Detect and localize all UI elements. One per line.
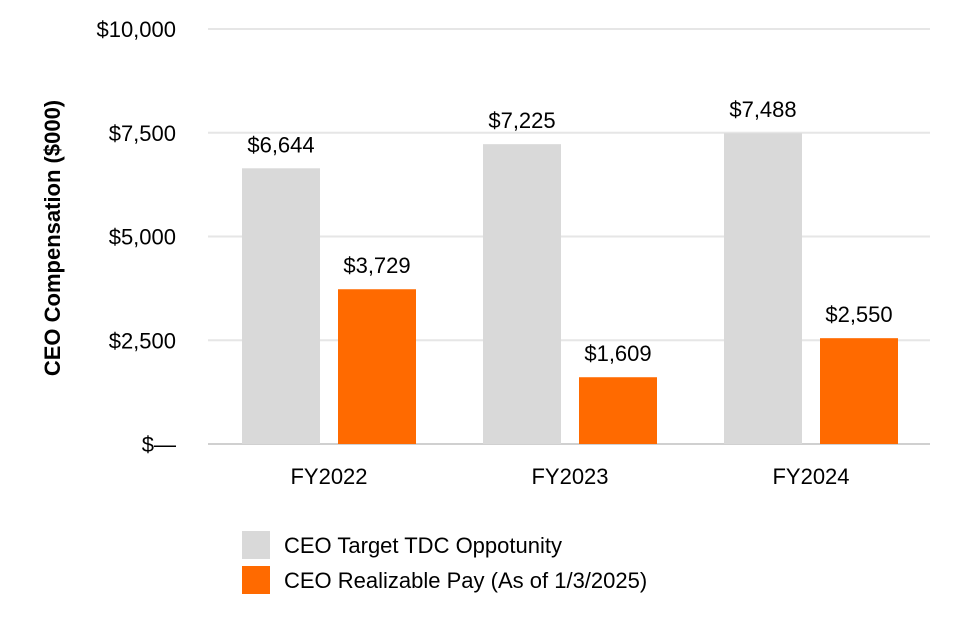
y-axis-ticks: $— $2,500 $5,000 $7,500 $10,000 xyxy=(96,17,176,457)
legend-swatch xyxy=(242,566,270,594)
x-axis-categories: FY2022 FY2023 FY2024 xyxy=(290,464,849,489)
data-label: $3,729 xyxy=(343,253,410,278)
x-category-label: FY2022 xyxy=(290,464,367,489)
y-tick-label: $2,500 xyxy=(109,328,176,353)
bar-fy2023-series-1 xyxy=(483,144,561,444)
data-label: $6,644 xyxy=(247,132,314,157)
x-category-label: FY2023 xyxy=(531,464,608,489)
bar-fy2022-series-1 xyxy=(242,168,320,445)
y-axis-title: CEO Compensation ($000) xyxy=(40,100,65,376)
bars xyxy=(242,133,898,445)
bar-fy2022-series-2 xyxy=(338,289,416,444)
y-tick-label: $10,000 xyxy=(96,17,176,42)
y-tick-label: $— xyxy=(142,432,176,457)
y-tick-label: $5,000 xyxy=(109,225,176,250)
bar-fy2023-series-2 xyxy=(579,377,657,444)
bar-fy2024-series-2 xyxy=(820,338,898,444)
data-label: $1,609 xyxy=(584,341,651,366)
data-label: $7,488 xyxy=(729,97,796,122)
legend-label: CEO Target TDC Oppotunity xyxy=(284,533,562,558)
bar-fy2024-series-1 xyxy=(724,133,802,445)
data-label: $2,550 xyxy=(825,302,892,327)
legend-label: CEO Realizable Pay (As of 1/3/2025) xyxy=(284,568,647,593)
legend: CEO Target TDC Oppotunity CEO Realizable … xyxy=(242,531,647,594)
gridlines xyxy=(208,28,930,445)
x-category-label: FY2024 xyxy=(772,464,849,489)
legend-swatch xyxy=(242,531,270,559)
data-label: $7,225 xyxy=(488,108,555,133)
data-labels: $6,644 $3,729 $7,225 $1,609 $7,488 $2,550 xyxy=(247,97,892,366)
y-tick-label: $7,500 xyxy=(109,121,176,146)
